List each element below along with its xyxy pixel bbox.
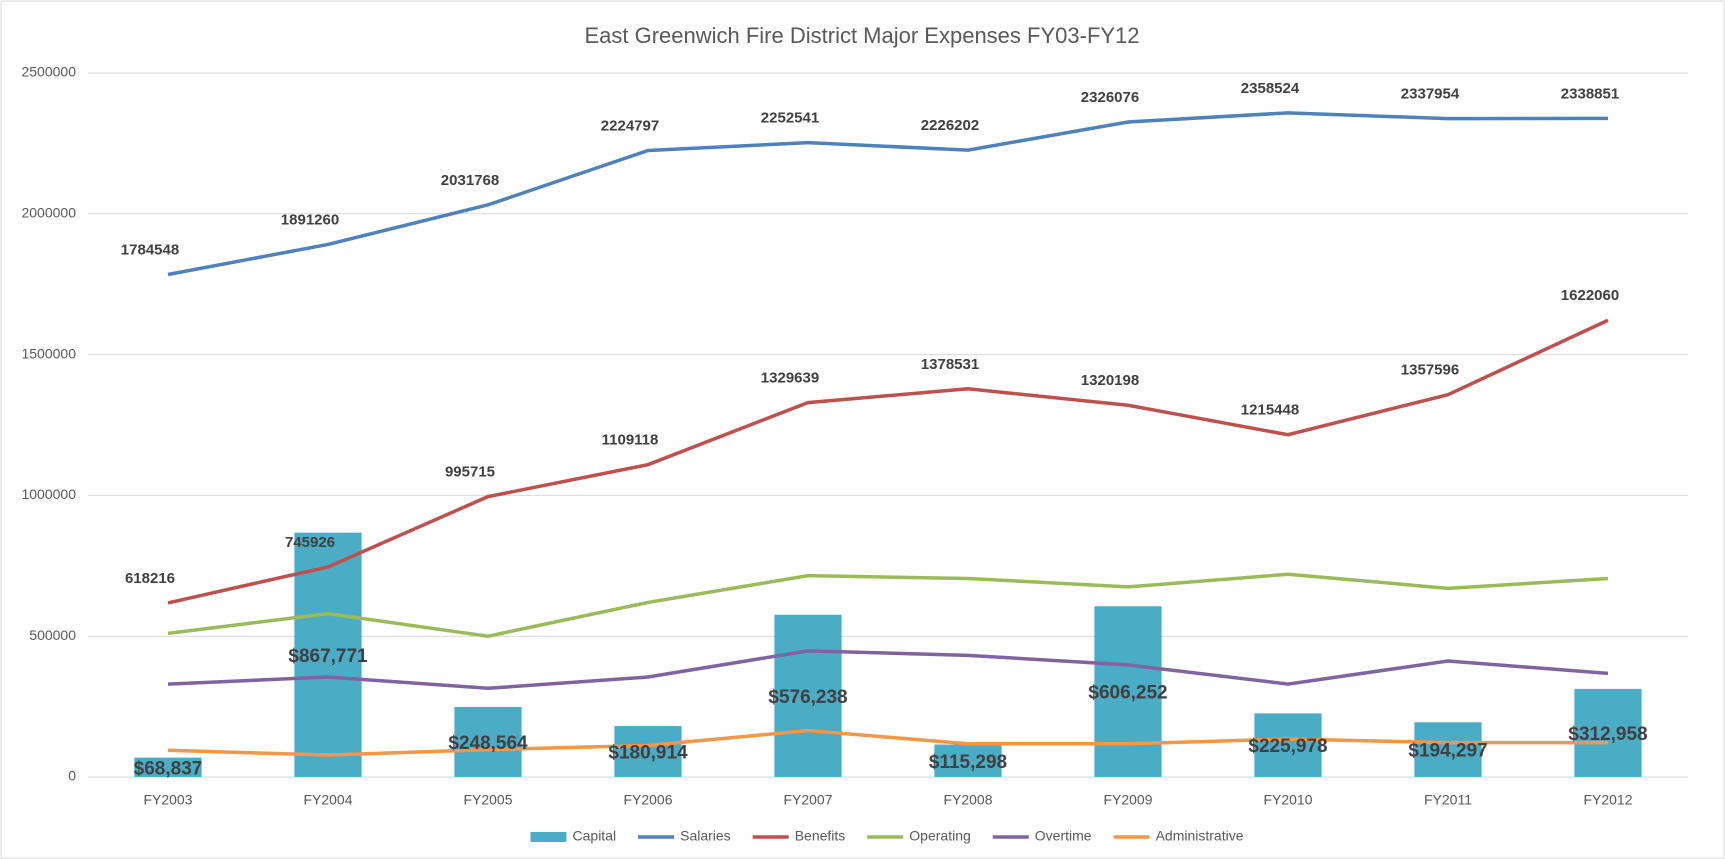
data-label: 1378531 (921, 356, 979, 373)
bar (134, 757, 202, 777)
data-label: 2224797 (601, 117, 659, 134)
legend-swatch (530, 832, 567, 842)
data-label: $312,958 (1568, 724, 1647, 745)
bar (934, 744, 1002, 777)
legend-item: Salaries (638, 828, 731, 844)
data-label: 2358524 (1241, 80, 1300, 97)
line-series (167, 111, 1609, 277)
data-label: 2252541 (761, 110, 819, 127)
data-label: $115,298 (929, 752, 1007, 773)
legend-label: Administrative (1156, 828, 1244, 844)
line-series (167, 649, 1609, 691)
y-tick-label: 2000000 (21, 205, 76, 221)
x-tick-label: FY2003 (143, 792, 192, 808)
line-series (167, 728, 1608, 757)
data-label: $68,837 (134, 758, 203, 779)
x-tick-label: FY2007 (783, 792, 832, 808)
x-tick-label: FY2011 (1424, 792, 1472, 808)
bar (614, 726, 682, 777)
legend-item: Administrative (1113, 828, 1244, 844)
data-label: $867,771 (288, 646, 368, 667)
line-series (167, 572, 1609, 638)
y-tick-label: 1500000 (21, 345, 76, 361)
bar (454, 707, 522, 777)
data-label: 2338851 (1561, 85, 1619, 102)
legend-label: Benefits (795, 828, 846, 844)
data-label: 1784548 (121, 241, 179, 258)
x-tick-label: FY2004 (303, 792, 352, 808)
line-series (167, 318, 1609, 605)
bar (774, 614, 842, 777)
x-tick-label: FY2010 (1263, 792, 1312, 808)
data-label: 2337954 (1401, 86, 1460, 103)
x-tick-label: FY2012 (1583, 792, 1632, 808)
x-tick-label: FY2008 (943, 792, 992, 808)
data-label: 1357596 (1401, 362, 1459, 379)
legend-item: Capital (530, 828, 617, 844)
x-tick-label: FY2009 (1103, 792, 1152, 808)
data-label: 1329639 (761, 370, 819, 387)
bar (1574, 688, 1642, 777)
legend-item: Overtime (992, 828, 1092, 844)
data-label: 745926 (285, 534, 335, 551)
data-label: $248,564 (448, 733, 528, 754)
data-label: $606,252 (1088, 683, 1167, 704)
legend-item: Benefits (752, 828, 846, 844)
legend-label: Capital (573, 828, 617, 844)
legend-label: Operating (909, 828, 970, 844)
x-tick-label: FY2005 (463, 792, 512, 808)
bar (1254, 713, 1322, 777)
y-tick-label: 500000 (29, 627, 76, 643)
legend-label: Salaries (680, 828, 731, 844)
legend-item: Operating (867, 828, 971, 844)
data-label: $180,914 (608, 743, 688, 764)
data-label: $225,978 (1248, 736, 1327, 757)
bar (1414, 722, 1482, 777)
bar (1094, 606, 1162, 777)
data-label: 2226202 (921, 117, 979, 134)
data-label: $194,297 (1408, 741, 1487, 762)
x-tick-label: FY2006 (623, 792, 672, 808)
chart-title: East Greenwich Fire District Major Expen… (584, 23, 1139, 48)
data-label: $576,238 (768, 687, 847, 708)
y-tick-label: 0 (68, 768, 76, 784)
data-label: 1891260 (281, 211, 339, 228)
data-label: 2326076 (1081, 89, 1139, 106)
y-tick-label: 2500000 (21, 64, 76, 80)
data-label: 995715 (445, 464, 495, 481)
data-label: 1215448 (1241, 402, 1299, 419)
data-label: 1622060 (1561, 287, 1619, 304)
legend-label: Overtime (1035, 828, 1092, 844)
data-label: 618216 (125, 570, 175, 587)
data-label: 2031768 (441, 172, 499, 189)
data-label: 1109118 (602, 432, 659, 449)
data-label: 1320198 (1081, 372, 1139, 389)
y-tick-label: 1000000 (21, 486, 76, 502)
